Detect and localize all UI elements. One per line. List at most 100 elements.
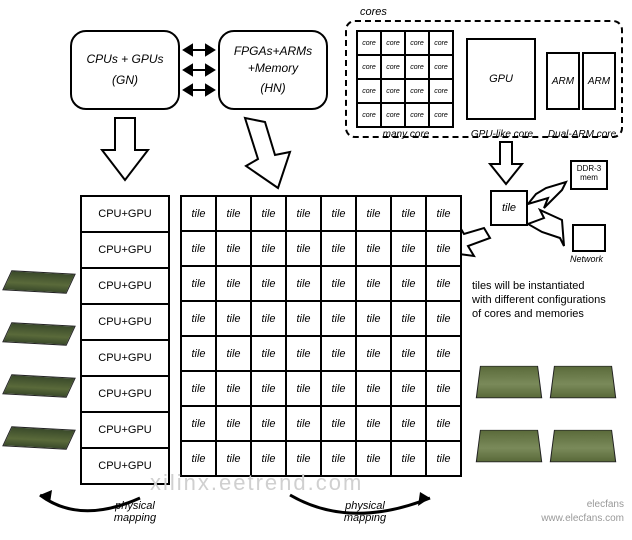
- core-cell: core: [405, 31, 429, 55]
- tile-cell: tile: [426, 266, 461, 301]
- tile-cell: tile: [286, 301, 321, 336]
- fpga-board-icon: [550, 430, 616, 462]
- tile-cell: tile: [391, 371, 426, 406]
- network-label: Network: [570, 254, 603, 264]
- core-cell: core: [405, 79, 429, 103]
- tile-cell: tile: [251, 231, 286, 266]
- tile-cell: tile: [391, 406, 426, 441]
- tile-cell: tile: [321, 441, 356, 476]
- tile-cell: tile: [286, 406, 321, 441]
- cpu-gpu-cell: CPU+GPU: [81, 448, 169, 484]
- tile-cell: tile: [426, 301, 461, 336]
- dual-arm-caption: Dual-ARM core: [542, 129, 622, 140]
- arm-core-2: ARM: [582, 52, 616, 110]
- gpu-core: GPU: [466, 38, 536, 120]
- cpu-gpu-column: CPU+GPUCPU+GPUCPU+GPUCPU+GPUCPU+GPUCPU+G…: [80, 195, 170, 485]
- hw-card-icon: [2, 426, 76, 449]
- tile-cell: tile: [426, 441, 461, 476]
- tile-cell: tile: [391, 336, 426, 371]
- cores-title: cores: [360, 6, 387, 18]
- gpu-core-caption: GPU-like core: [462, 129, 542, 140]
- tile-cell: tile: [216, 406, 251, 441]
- tile-cell: tile: [251, 196, 286, 231]
- tile-cell: tile: [321, 231, 356, 266]
- tile-cell: tile: [426, 371, 461, 406]
- core-cell: core: [381, 55, 405, 79]
- fpga-board-icon: [476, 366, 542, 398]
- cpu-gpu-cell: CPU+GPU: [81, 268, 169, 304]
- tile-cell: tile: [181, 406, 216, 441]
- tile-cell: tile: [356, 406, 391, 441]
- tile-cell: tile: [391, 231, 426, 266]
- tile-cell: tile: [216, 231, 251, 266]
- cpu-gpu-cell: CPU+GPU: [81, 412, 169, 448]
- tile-cell: tile: [356, 441, 391, 476]
- tile-cell: tile: [216, 336, 251, 371]
- arm-label-2: ARM: [588, 76, 610, 87]
- tile-cell: tile: [426, 406, 461, 441]
- tile-cell: tile: [181, 441, 216, 476]
- tile-cell: tile: [251, 336, 286, 371]
- cpu-gpu-cell: CPU+GPU: [81, 196, 169, 232]
- tile-cell: tile: [216, 441, 251, 476]
- tile-cell: tile: [181, 336, 216, 371]
- tile-cell: tile: [321, 406, 356, 441]
- core-cell: core: [429, 79, 453, 103]
- tile-cell: tile: [251, 441, 286, 476]
- core-cell: core: [429, 55, 453, 79]
- cpu-gpu-cell: CPU+GPU: [81, 340, 169, 376]
- core-cell: core: [405, 103, 429, 127]
- tile-detail: tile: [490, 190, 528, 226]
- node-gn-sub: (GN): [112, 72, 138, 89]
- node-hn-sub: (HN): [260, 80, 285, 97]
- tile-cell: tile: [391, 301, 426, 336]
- core-cell: core: [381, 79, 405, 103]
- many-core-grid: corecorecorecorecorecorecorecorecorecore…: [356, 30, 454, 128]
- tile-grid: tiletiletiletiletiletiletiletiletiletile…: [180, 195, 462, 477]
- tile-cell: tile: [286, 371, 321, 406]
- tile-cell: tile: [251, 406, 286, 441]
- tile-cell: tile: [286, 441, 321, 476]
- core-cell: core: [357, 103, 381, 127]
- tile-cell: tile: [286, 266, 321, 301]
- cpu-gpu-cell: CPU+GPU: [81, 376, 169, 412]
- hw-card-icon: [2, 270, 76, 293]
- core-cell: core: [357, 79, 381, 103]
- core-cell: core: [429, 31, 453, 55]
- tile-cell: tile: [216, 266, 251, 301]
- many-core-caption: many core: [356, 129, 456, 140]
- arm-label-1: ARM: [552, 76, 574, 87]
- tile-cell: tile: [181, 371, 216, 406]
- tile-cell: tile: [356, 231, 391, 266]
- tile-cell: tile: [181, 196, 216, 231]
- hw-card-icon: [2, 322, 76, 345]
- tile-cell: tile: [356, 301, 391, 336]
- credit-full: www.elecfans.com: [541, 513, 624, 524]
- fpga-board-icon: [550, 366, 616, 398]
- node-hn: FPGAs+ARMs +Memory (HN): [218, 30, 328, 110]
- core-cell: core: [381, 31, 405, 55]
- tile-cell: tile: [321, 371, 356, 406]
- hw-card-icon: [2, 374, 76, 397]
- arm-core-1: ARM: [546, 52, 580, 110]
- tile-note: tiles will be instantiated with differen…: [472, 280, 628, 321]
- tile-cell: tile: [321, 336, 356, 371]
- tile-cell: tile: [356, 196, 391, 231]
- node-gn-title: CPUs + GPUs: [86, 51, 163, 68]
- phys-map-label-1: physical mapping: [100, 500, 170, 524]
- tile-detail-label: tile: [502, 202, 516, 214]
- core-cell: core: [381, 103, 405, 127]
- gpu-core-label: GPU: [489, 73, 513, 85]
- core-cell: core: [357, 55, 381, 79]
- tile-cell: tile: [356, 371, 391, 406]
- tile-cell: tile: [426, 231, 461, 266]
- tile-cell: tile: [251, 301, 286, 336]
- cpu-gpu-cell: CPU+GPU: [81, 232, 169, 268]
- tile-cell: tile: [286, 231, 321, 266]
- tile-cell: tile: [426, 336, 461, 371]
- phys-map-label-2: physical mapping: [330, 500, 400, 524]
- fpga-board-icon: [476, 430, 542, 462]
- tile-cell: tile: [426, 196, 461, 231]
- credit-short: elecfans: [587, 499, 624, 510]
- tile-cell: tile: [321, 196, 356, 231]
